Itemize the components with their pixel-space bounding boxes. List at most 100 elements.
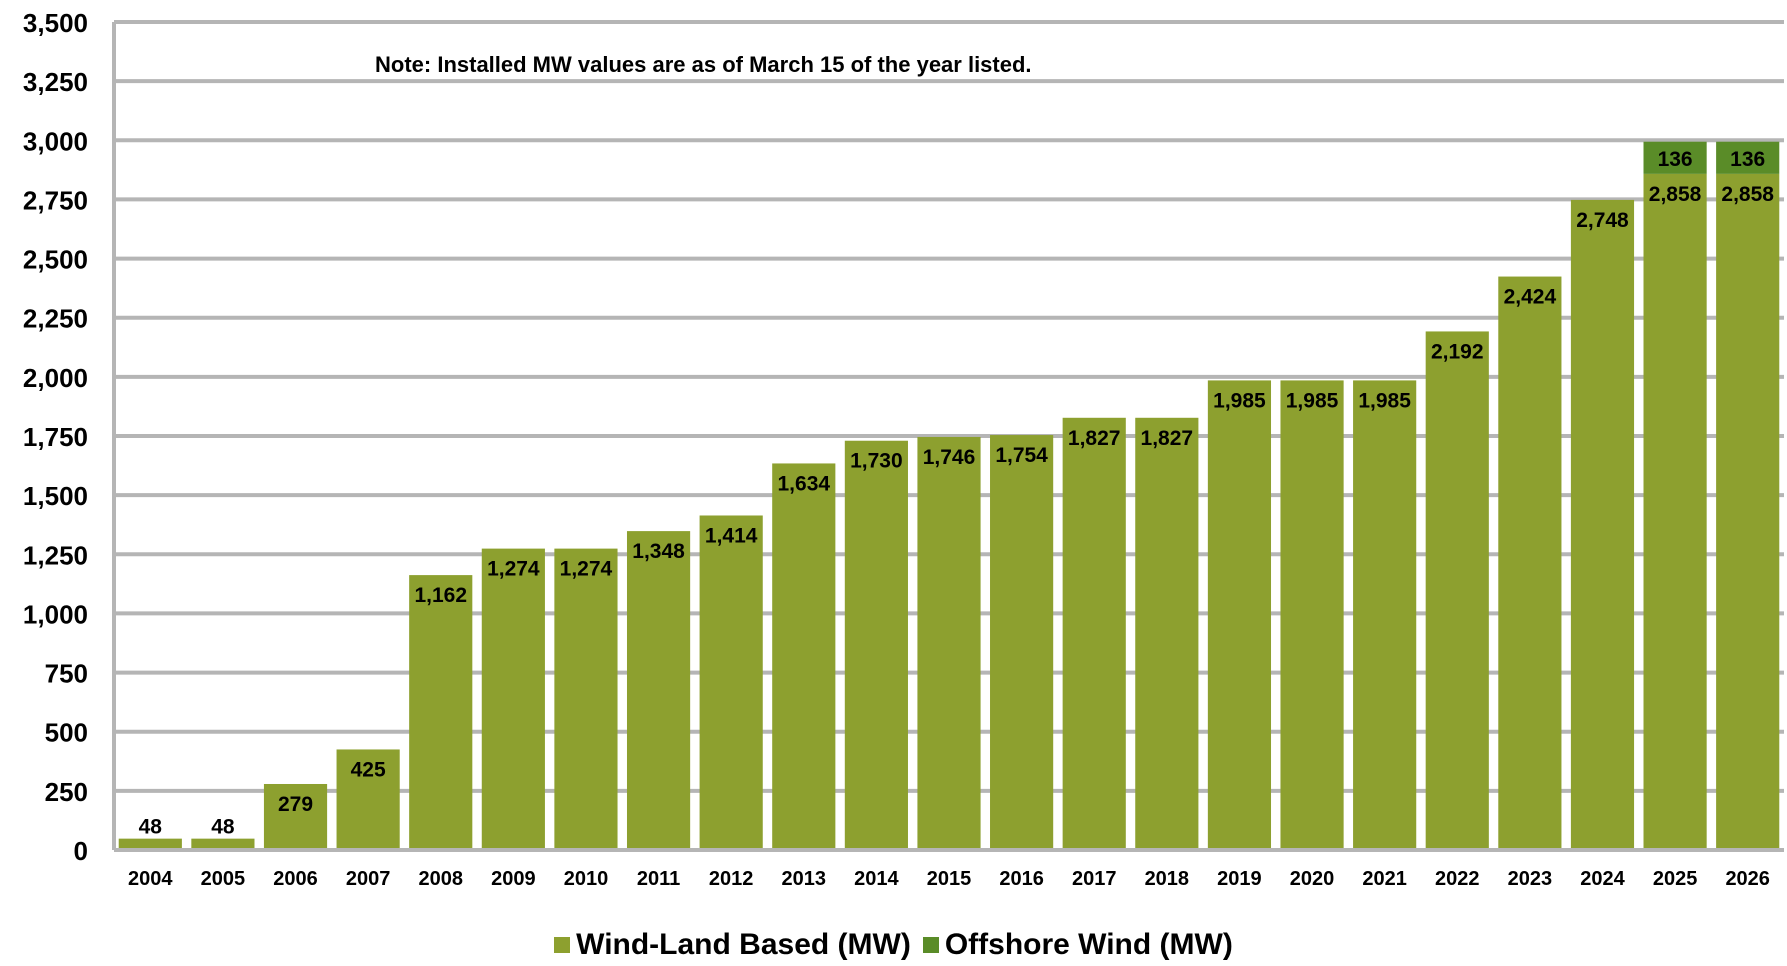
y-tick-label: 3,500 bbox=[23, 8, 88, 38]
x-tick-label: 2013 bbox=[782, 868, 827, 890]
bar-value-labels: 48 48 279 425 1,162 1,274 1,274 1,348 1,414 1,634… bbox=[139, 148, 1775, 839]
bar-label-land-based: 2,192 bbox=[1431, 340, 1484, 363]
x-tick-label: 2014 bbox=[854, 868, 899, 890]
y-tick-label: 750 bbox=[45, 659, 88, 689]
y-tick-label: 1,000 bbox=[23, 599, 88, 629]
bar-label-land-based: 425 bbox=[351, 758, 386, 781]
bar-label-land-based: 1,634 bbox=[778, 472, 831, 495]
y-tick-label: 1,750 bbox=[23, 422, 88, 452]
bar-land-based bbox=[917, 436, 981, 850]
x-tick-label: 2016 bbox=[999, 868, 1044, 890]
legend-label-offshore: Offshore Wind (MW) bbox=[944, 928, 1233, 961]
x-tick-label: 2009 bbox=[491, 868, 536, 890]
bar-land-based bbox=[263, 783, 328, 850]
x-tick-label: 2008 bbox=[418, 868, 463, 890]
bar-label-land-based: 2,858 bbox=[1721, 183, 1774, 206]
legend-label-land: Wind-Land Based (MW) bbox=[576, 928, 911, 961]
bar-land-based bbox=[481, 548, 545, 850]
bar-label-land-based: 1,746 bbox=[923, 446, 976, 469]
bar-label-land-based: 1,274 bbox=[487, 558, 540, 581]
x-tick-label: 2019 bbox=[1217, 868, 1262, 890]
y-tick-label: 2,500 bbox=[23, 245, 88, 275]
bar-label-offshore: 136 bbox=[1658, 148, 1693, 171]
y-tick-label: 2,750 bbox=[23, 185, 88, 215]
bar-land-based bbox=[1207, 380, 1272, 850]
bar-land-based bbox=[1135, 417, 1199, 850]
bar-label-land-based: 2,858 bbox=[1649, 183, 1702, 206]
bar-label-land-based: 2,748 bbox=[1576, 209, 1629, 232]
x-tick-label: 2020 bbox=[1290, 868, 1335, 890]
bar-label-land-based: 1,274 bbox=[560, 558, 613, 581]
bar-land-based bbox=[191, 838, 255, 850]
bar-land-based bbox=[1062, 417, 1126, 850]
bar-land-based bbox=[626, 531, 691, 850]
x-tick-label: 2012 bbox=[709, 868, 754, 890]
x-tick-label: 2022 bbox=[1435, 868, 1480, 890]
bar-land-based bbox=[1280, 380, 1344, 850]
y-tick-label: 1,500 bbox=[23, 481, 88, 511]
bar-label-land-based: 1,162 bbox=[414, 584, 467, 607]
bar-label-land-based: 1,730 bbox=[850, 450, 903, 473]
bar-land-based bbox=[336, 749, 400, 850]
chart-note: Note: Installed MW values are as of Marc… bbox=[375, 52, 1032, 77]
y-tick-label: 3,250 bbox=[23, 67, 88, 97]
y-tick-label: 500 bbox=[45, 718, 88, 748]
x-tick-label: 2024 bbox=[1580, 868, 1625, 890]
bar-label-land-based: 48 bbox=[139, 816, 163, 839]
legend-item-land: Wind-Land Based (MW) bbox=[554, 928, 911, 962]
y-tick-label: 2,250 bbox=[23, 304, 88, 334]
x-tick-label: 2021 bbox=[1362, 868, 1407, 890]
legend: Wind-Land Based (MW) Offshore Wind (MW) bbox=[0, 925, 1787, 965]
bar-land-based bbox=[990, 435, 1054, 850]
bar-offshore bbox=[1643, 141, 1707, 174]
bar-label-land-based: 1,985 bbox=[1286, 389, 1339, 412]
bar-label-land-based: 1,985 bbox=[1213, 389, 1266, 412]
y-axis-tick-labels: 0 250 500 750 1,000 1,250 1,500 1,750 2,000 2,250… bbox=[23, 8, 88, 866]
bar-land-based bbox=[1353, 380, 1417, 850]
bar-land-based bbox=[409, 575, 473, 850]
x-axis-tick-labels: 2004 2005 2006 2007 2008 2009 2010 2011 2012 2013… bbox=[128, 868, 1770, 890]
x-tick-label: 2023 bbox=[1508, 868, 1553, 890]
x-tick-label: 2015 bbox=[927, 868, 972, 890]
bar-land-based bbox=[1498, 276, 1562, 850]
bar-label-land-based: 1,827 bbox=[1141, 427, 1194, 450]
legend-item-offshore: Offshore Wind (MW) bbox=[922, 928, 1233, 962]
bar-land-based bbox=[844, 440, 908, 850]
y-tick-label: 2,000 bbox=[23, 363, 88, 393]
bar-land-based bbox=[772, 463, 836, 850]
bar-label-land-based: 279 bbox=[278, 793, 313, 816]
bar-label-offshore: 136 bbox=[1730, 148, 1765, 171]
x-tick-label: 2010 bbox=[564, 868, 609, 890]
bar-land-based bbox=[1643, 173, 1707, 851]
y-tick-label: 250 bbox=[45, 777, 88, 807]
x-tick-label: 2017 bbox=[1072, 868, 1117, 890]
x-tick-label: 2004 bbox=[128, 868, 173, 890]
legend-swatch-offshore bbox=[922, 937, 939, 953]
x-tick-label: 2007 bbox=[346, 868, 391, 890]
bar-label-land-based: 1,827 bbox=[1068, 427, 1121, 450]
bar-land-based bbox=[1716, 173, 1780, 851]
bar-label-land-based: 1,348 bbox=[632, 540, 685, 563]
y-tick-label: 0 bbox=[74, 836, 88, 866]
x-tick-label: 2005 bbox=[201, 868, 246, 890]
x-tick-label: 2025 bbox=[1653, 868, 1698, 890]
bar-land-based bbox=[1425, 331, 1489, 850]
bar-land-based bbox=[1570, 199, 1635, 850]
bar-label-land-based: 2,424 bbox=[1504, 286, 1557, 309]
bar-label-land-based: 1,985 bbox=[1358, 389, 1411, 412]
y-tick-label: 1,250 bbox=[23, 540, 88, 570]
bars bbox=[118, 141, 1780, 851]
x-tick-label: 2006 bbox=[273, 868, 318, 890]
y-tick-label: 3,000 bbox=[23, 126, 88, 156]
axes bbox=[112, 22, 1784, 852]
bar-label-land-based: 1,754 bbox=[995, 444, 1048, 467]
x-tick-label: 2026 bbox=[1725, 868, 1770, 890]
legend-swatch-land bbox=[554, 937, 571, 953]
bar-land-based bbox=[554, 548, 618, 850]
bar-land-based bbox=[118, 838, 182, 850]
bar-label-land-based: 1,414 bbox=[705, 524, 758, 547]
bar-offshore bbox=[1716, 141, 1780, 174]
x-tick-label: 2018 bbox=[1145, 868, 1190, 890]
bar-land-based bbox=[699, 515, 763, 850]
